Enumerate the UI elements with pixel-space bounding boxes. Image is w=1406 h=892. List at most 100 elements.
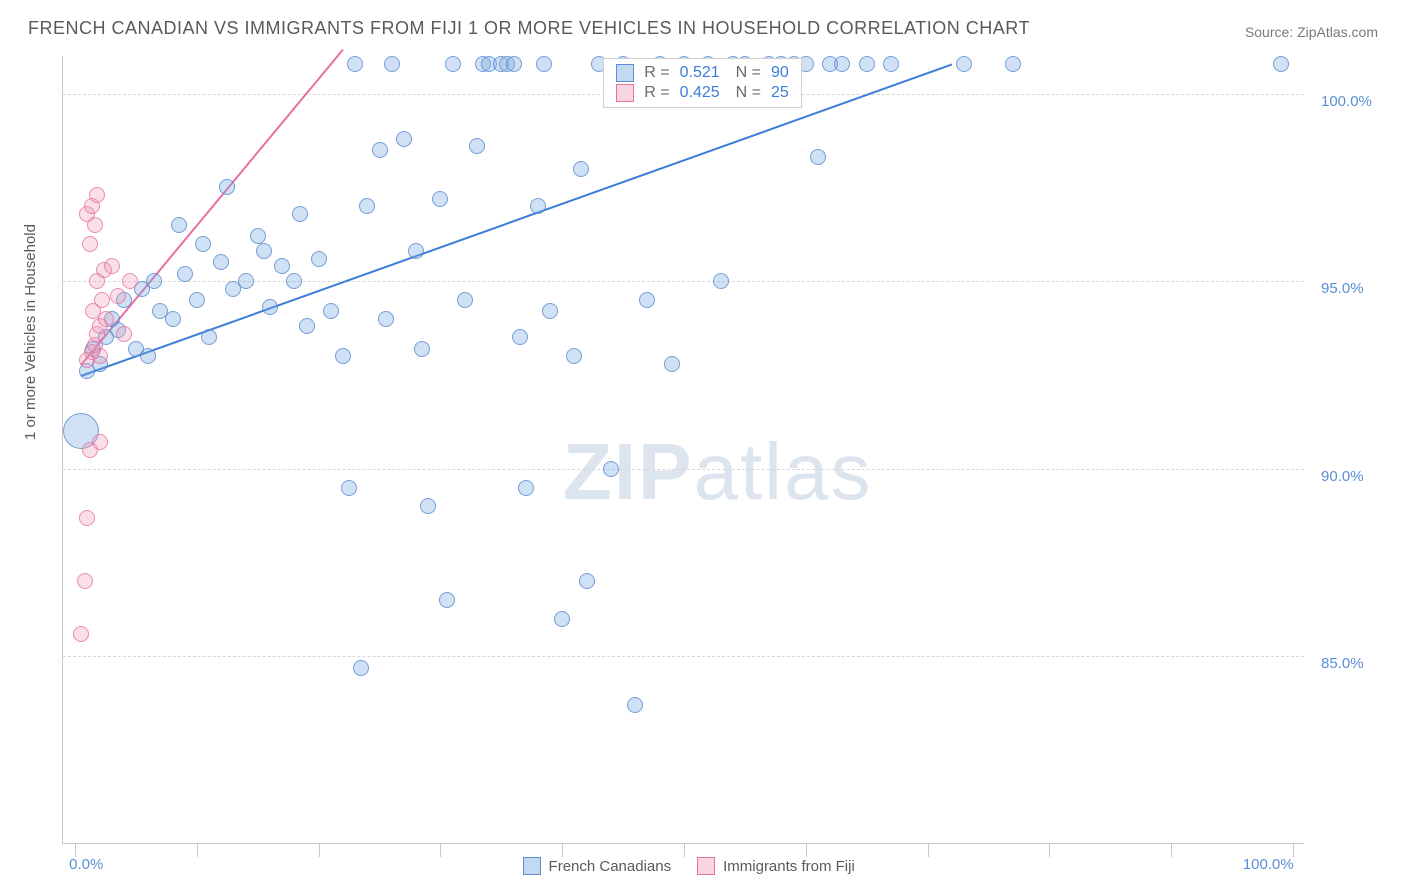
stats-row: R =0.521N =90 <box>616 64 789 82</box>
stat-r-label: R = <box>644 64 669 82</box>
x-tick <box>440 843 441 857</box>
x-tick <box>197 843 198 857</box>
data-point <box>122 273 138 289</box>
stat-n-value: 25 <box>771 84 789 102</box>
data-point <box>713 273 729 289</box>
data-point <box>256 243 272 259</box>
x-tick <box>684 843 685 857</box>
x-tick <box>806 843 807 857</box>
y-tick-label: 90.0% <box>1321 468 1364 485</box>
legend-item-blue: French Canadians <box>523 857 672 875</box>
data-point <box>573 161 589 177</box>
data-point <box>299 318 315 334</box>
legend-label: French Canadians <box>549 858 672 875</box>
data-point <box>201 329 217 345</box>
data-point <box>250 228 266 244</box>
data-point <box>219 179 235 195</box>
x-tick <box>928 843 929 857</box>
data-point <box>110 288 126 304</box>
data-point <box>238 273 254 289</box>
data-point <box>79 510 95 526</box>
x-tick <box>319 843 320 857</box>
data-point <box>834 56 850 72</box>
data-point <box>335 348 351 364</box>
data-point <box>414 341 430 357</box>
legend-swatch-pink <box>697 857 715 875</box>
gridline-h <box>63 656 1304 657</box>
data-point <box>82 236 98 252</box>
x-tick-label: 0.0% <box>69 856 103 873</box>
stats-swatch-pink <box>616 84 634 102</box>
data-point <box>1273 56 1289 72</box>
data-point <box>286 273 302 289</box>
x-tick <box>562 843 563 857</box>
data-point <box>353 660 369 676</box>
data-point <box>359 198 375 214</box>
stats-box: R =0.521N =90R =0.425N =25 <box>603 58 802 108</box>
data-point <box>432 191 448 207</box>
data-point <box>262 299 278 315</box>
data-point <box>396 131 412 147</box>
data-point <box>384 56 400 72</box>
data-point <box>274 258 290 274</box>
data-point <box>146 273 162 289</box>
data-point <box>189 292 205 308</box>
data-point <box>311 251 327 267</box>
data-point <box>104 258 120 274</box>
data-point <box>859 56 875 72</box>
data-point <box>89 187 105 203</box>
data-point <box>627 697 643 713</box>
chart-title: FRENCH CANADIAN VS IMMIGRANTS FROM FIJI … <box>28 18 1030 39</box>
y-tick-label: 95.0% <box>1321 280 1364 297</box>
x-tick <box>1049 843 1050 857</box>
data-point <box>116 326 132 342</box>
data-point <box>1005 56 1021 72</box>
data-point <box>566 348 582 364</box>
data-point <box>92 434 108 450</box>
data-point <box>323 303 339 319</box>
x-tick <box>1171 843 1172 857</box>
data-point <box>810 149 826 165</box>
data-point <box>542 303 558 319</box>
data-point <box>378 311 394 327</box>
plot-area: ZIPatlas 100.0%95.0%90.0%85.0%0.0%100.0%… <box>62 56 1304 844</box>
data-point <box>457 292 473 308</box>
data-point <box>140 348 156 364</box>
data-point <box>77 573 93 589</box>
x-tick-label: 100.0% <box>1243 856 1294 873</box>
stats-swatch-blue <box>616 64 634 82</box>
data-point <box>530 198 546 214</box>
data-point <box>579 573 595 589</box>
stat-n-value: 90 <box>771 64 789 82</box>
legend-item-pink: Immigrants from Fiji <box>697 857 855 875</box>
gridline-h <box>63 469 1304 470</box>
y-tick-label: 100.0% <box>1321 93 1372 110</box>
data-point <box>439 592 455 608</box>
data-point <box>506 56 522 72</box>
stat-n-label: N = <box>736 84 761 102</box>
data-point <box>956 56 972 72</box>
data-point <box>213 254 229 270</box>
stat-r-label: R = <box>644 84 669 102</box>
data-point <box>171 217 187 233</box>
stat-r-value: 0.521 <box>680 64 720 82</box>
data-point <box>347 56 363 72</box>
data-point <box>445 56 461 72</box>
data-point <box>518 480 534 496</box>
source-attribution: Source: ZipAtlas.com <box>1245 24 1378 40</box>
y-axis-label: 1 or more Vehicles in Household <box>22 224 39 440</box>
data-point <box>664 356 680 372</box>
data-point <box>94 292 110 308</box>
data-point <box>92 348 108 364</box>
data-point <box>177 266 193 282</box>
stats-row: R =0.425N =25 <box>616 84 789 102</box>
data-point <box>195 236 211 252</box>
legend: French Canadians Immigrants from Fiji <box>523 857 855 875</box>
data-point <box>292 206 308 222</box>
legend-label: Immigrants from Fiji <box>723 858 855 875</box>
legend-swatch-blue <box>523 857 541 875</box>
data-point <box>73 626 89 642</box>
data-point <box>603 461 619 477</box>
y-tick-label: 85.0% <box>1321 655 1364 672</box>
data-point <box>420 498 436 514</box>
